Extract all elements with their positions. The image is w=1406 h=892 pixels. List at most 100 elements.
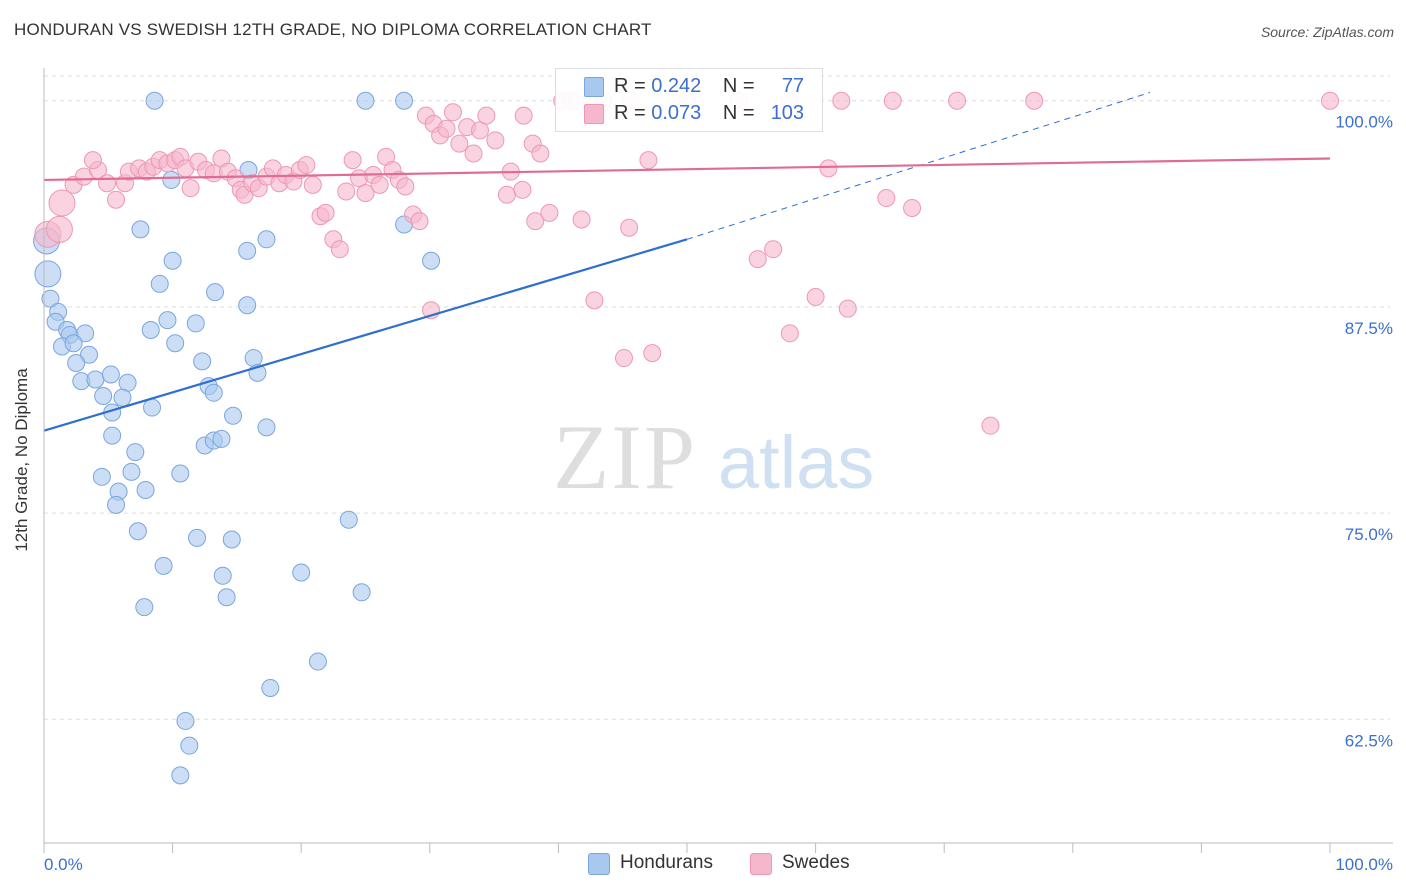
swedish-point	[410, 212, 429, 231]
swedish-point	[477, 106, 496, 125]
honduran-point	[128, 522, 147, 541]
honduran-point	[131, 220, 150, 239]
hondurans-legend-label: Hondurans	[620, 852, 713, 873]
swedish-point	[838, 299, 857, 318]
honduran-point	[171, 766, 190, 785]
swedish-point	[903, 198, 922, 217]
y-tick-label: 100.0%	[1335, 113, 1393, 132]
swedish-point	[316, 203, 335, 222]
swedish-point	[531, 144, 550, 163]
honduran-point	[204, 383, 223, 402]
swedish-point	[48, 189, 76, 217]
swedish-point	[1321, 91, 1339, 110]
swedish-point	[526, 212, 545, 231]
honduran-point	[193, 352, 212, 371]
swedish-point	[764, 240, 783, 259]
honduran-point	[41, 289, 60, 308]
honduran-point	[34, 260, 62, 288]
swedish-point	[356, 184, 375, 203]
honduran-point	[188, 528, 207, 547]
honduran-point	[80, 345, 99, 364]
swedish-point	[297, 156, 316, 175]
swedish-point	[303, 175, 322, 194]
x-tick-label-min: 0.0%	[44, 855, 83, 874]
honduran-point	[135, 598, 154, 617]
honduran-point	[158, 311, 177, 330]
honduran-point	[86, 370, 105, 389]
swedish-point	[748, 250, 767, 269]
honduran-point	[356, 91, 375, 110]
swedish-point	[45, 215, 73, 243]
honduran-point	[122, 462, 141, 481]
honduran-point	[143, 398, 162, 417]
honduran-point	[171, 464, 190, 483]
honduran-point	[136, 481, 155, 500]
swedish-point	[337, 182, 356, 201]
honduran-point	[180, 736, 199, 755]
watermark-zip: ZIP	[553, 406, 697, 508]
honduran-point	[166, 334, 185, 353]
honduran-point	[154, 556, 173, 575]
correlation-legend: R = 0.242 N = 77 R = 0.073 N = 103	[555, 68, 823, 132]
honduran-point	[292, 563, 311, 582]
hondurans-n-value: 77	[781, 75, 805, 97]
honduran-point	[141, 321, 160, 340]
swedish-point	[83, 151, 102, 170]
swedish-point	[396, 177, 415, 196]
honduran-point	[76, 324, 95, 343]
swedish-point	[443, 103, 462, 122]
honduran-point	[395, 91, 414, 110]
honduran-point	[206, 283, 225, 302]
honduran-point	[257, 230, 276, 249]
honduran-point	[103, 426, 122, 445]
swedish-point	[1025, 91, 1044, 110]
honduran-point	[222, 530, 241, 549]
swedish-point	[181, 179, 200, 198]
honduran-point	[244, 349, 263, 368]
swedes-legend-swatch	[750, 853, 772, 875]
chart-title: HONDURAN VS SWEDISH 12TH GRADE, NO DIPLO…	[14, 20, 652, 39]
swedish-point	[572, 210, 591, 229]
swedish-point	[883, 91, 902, 110]
honduran-point	[107, 495, 126, 514]
swedish-point	[370, 175, 389, 194]
honduran-point	[176, 711, 195, 730]
swedes-n-value: 103	[770, 102, 805, 124]
swedish-point	[98, 174, 117, 193]
swedish-point	[513, 180, 532, 199]
swedish-point	[585, 291, 604, 310]
swedes-swatch	[584, 104, 604, 124]
r-label: R =	[614, 102, 646, 124]
honduran-point	[238, 296, 257, 315]
swedish-point	[540, 203, 559, 222]
swedish-point	[780, 324, 799, 343]
honduran-point	[150, 274, 169, 293]
swedish-point	[819, 159, 838, 178]
honduran-point	[212, 429, 231, 448]
honduran-point	[92, 467, 111, 486]
honduran-point	[101, 365, 120, 384]
honduran-point	[64, 334, 83, 353]
swedish-point	[639, 151, 658, 170]
honduran-point	[217, 588, 236, 607]
r-label: R =	[614, 75, 646, 97]
honduran-point	[163, 251, 182, 270]
hondurans-swatch	[584, 77, 604, 97]
honduran-point	[213, 566, 232, 585]
honduran-point	[308, 652, 327, 671]
swedish-point	[343, 151, 362, 170]
swedish-point	[614, 349, 633, 368]
swedish-point	[620, 218, 639, 237]
honduran-point	[224, 406, 243, 425]
swedish-point	[107, 190, 126, 209]
data-points	[33, 91, 1339, 785]
watermark-atlas: atlas	[718, 421, 874, 504]
hondurans-r-value: 0.242	[651, 75, 702, 97]
x-tick-label-max: 100.0%	[1335, 855, 1393, 874]
swedish-point	[497, 185, 516, 204]
swedish-point	[514, 106, 533, 125]
swedish-point	[450, 134, 469, 153]
swedish-point	[643, 344, 662, 363]
y-tick-label: 87.5%	[1345, 319, 1393, 338]
